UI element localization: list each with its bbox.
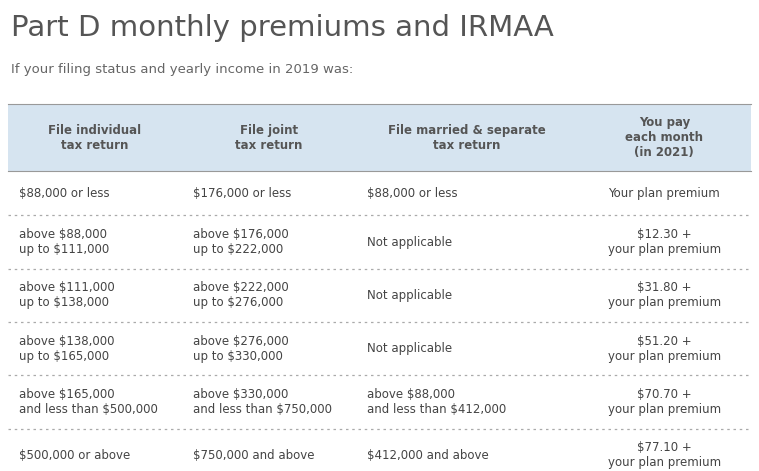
Bar [8,375,751,429]
Text: above $111,000
up to $138,000: above $111,000 up to $138,000 [19,281,115,309]
Text: above $176,000
up to $222,000: above $176,000 up to $222,000 [193,228,289,256]
Text: above $165,000
and less than $500,000: above $165,000 and less than $500,000 [19,388,158,416]
Bar [8,269,751,322]
Text: Part D monthly premiums and IRMAA: Part D monthly premiums and IRMAA [11,14,554,42]
Text: $176,000 or less: $176,000 or less [193,187,291,200]
Text: above $88,000
and less than $412,000: above $88,000 and less than $412,000 [367,388,506,416]
Bar [8,171,751,215]
Bar [8,322,751,375]
Text: Not applicable: Not applicable [367,289,452,302]
Bar [8,104,751,171]
Text: above $222,000
up to $276,000: above $222,000 up to $276,000 [193,281,289,309]
Text: File individual
tax return: File individual tax return [48,124,141,152]
Text: $70.70 +
your plan premium: $70.70 + your plan premium [608,388,721,416]
Text: $77.10 +
your plan premium: $77.10 + your plan premium [608,441,721,469]
Text: You pay
each month
(in 2021): You pay each month (in 2021) [625,116,704,159]
Bar [8,429,751,471]
Text: Not applicable: Not applicable [367,342,452,355]
Text: above $138,000
up to $165,000: above $138,000 up to $165,000 [19,335,115,363]
Text: $750,000 and above: $750,000 and above [193,449,314,462]
Text: $88,000 or less: $88,000 or less [19,187,109,200]
Text: above $88,000
up to $111,000: above $88,000 up to $111,000 [19,228,109,256]
Text: $500,000 or above: $500,000 or above [19,449,131,462]
Text: above $276,000
up to $330,000: above $276,000 up to $330,000 [193,335,289,363]
Text: Your plan premium: Your plan premium [609,187,720,200]
Text: above $330,000
and less than $750,000: above $330,000 and less than $750,000 [193,388,332,416]
Text: $12.30 +
your plan premium: $12.30 + your plan premium [608,228,721,256]
Text: Not applicable: Not applicable [367,236,452,249]
Text: $88,000 or less: $88,000 or less [367,187,458,200]
Text: File joint
tax return: File joint tax return [235,124,302,152]
Text: $51.20 +
your plan premium: $51.20 + your plan premium [608,335,721,363]
Text: $31.80 +
your plan premium: $31.80 + your plan premium [608,281,721,309]
Text: File married & separate
tax return: File married & separate tax return [388,124,546,152]
Bar [8,215,751,269]
Text: If your filing status and yearly income in 2019 was:: If your filing status and yearly income … [11,63,354,75]
Text: $412,000 and above: $412,000 and above [367,449,489,462]
